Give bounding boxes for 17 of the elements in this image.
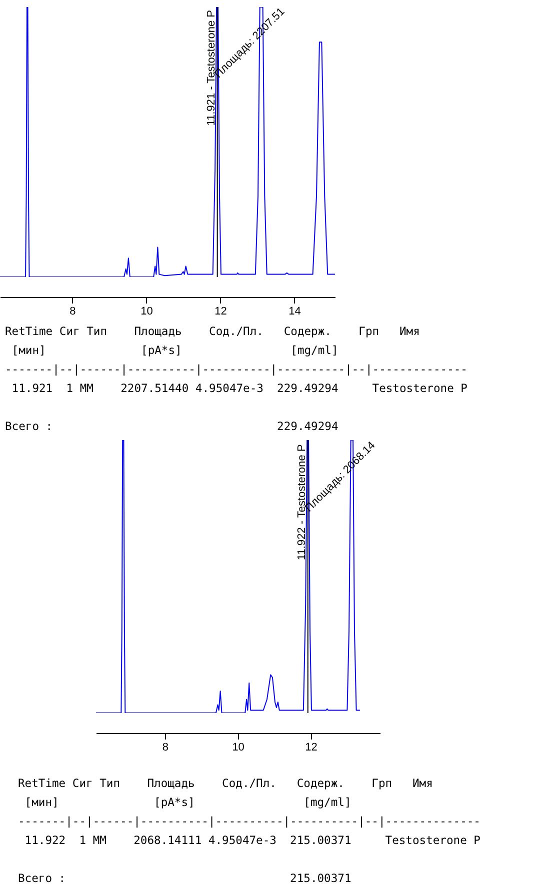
text: -------|--|------|----------|----------|----------|--|-------------- bbox=[18, 814, 480, 830]
text: 11.921 1 MM 2207.51440 4.95047e-3 229.49294 Testosterone P bbox=[10, 381, 468, 397]
x-tick-label: 10 bbox=[140, 306, 153, 318]
x-tick-label: 12 bbox=[305, 742, 318, 754]
text: [мин] [pA*s] [mg/ml] bbox=[24, 795, 352, 811]
text: RetTime Сиг Тип Площадь Сод./Пл. Содерж. Грп Имя bbox=[5, 324, 420, 340]
text: Всего : 229.49294 bbox=[5, 419, 338, 435]
x-tick-label: 14 bbox=[288, 306, 301, 318]
x-tick-label: 12 bbox=[214, 306, 227, 318]
text: 11.922 1 MM 2068.14111 4.95047e-3 215.00371 Testosterone P bbox=[24, 833, 480, 849]
x-tick-label: 10 bbox=[232, 742, 244, 754]
x-tick-label: 8 bbox=[70, 306, 76, 318]
x-tick-label: 8 bbox=[162, 742, 168, 754]
text: [мин] [pA*s] [mg/ml] bbox=[10, 343, 338, 359]
text: Всего : 215.00371 bbox=[18, 871, 352, 887]
text: RetTime Сиг Тип Площадь Сод./Пл. Содерж. Грп Имя bbox=[18, 776, 433, 792]
text: -------|--|------|----------|----------|----------|--|-------------- bbox=[5, 362, 468, 378]
